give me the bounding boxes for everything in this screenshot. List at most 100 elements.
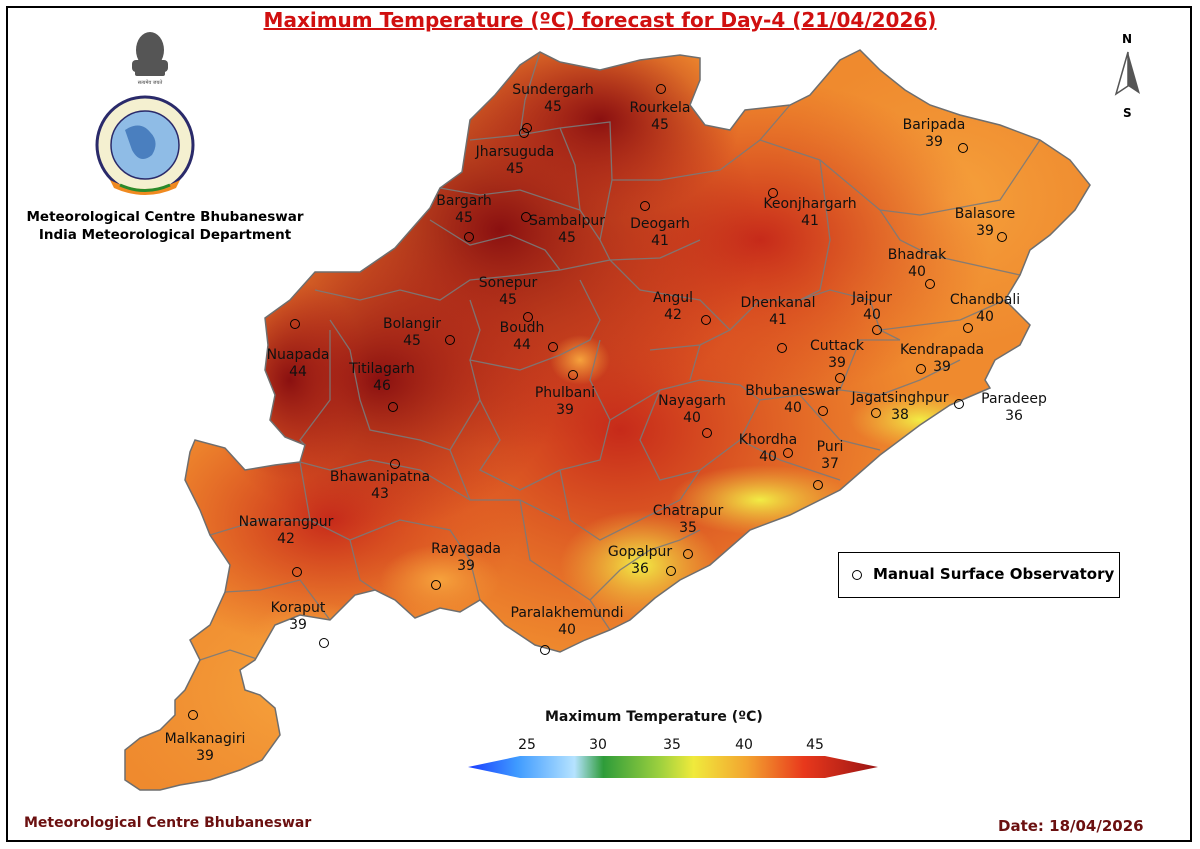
observatory-marker-icon [519, 128, 529, 138]
city-label: Deogarh 41 [630, 216, 690, 250]
city-name: Baripada [902, 117, 966, 133]
city-name: Chatrapur [652, 503, 724, 519]
observatory-marker-icon [702, 428, 712, 438]
city-name: Gopalpur [607, 544, 673, 560]
city-name: Bargarh [436, 193, 492, 209]
colorbar [468, 756, 878, 778]
org-line-1: Meteorological Centre Bhubaneswar [26, 209, 304, 225]
city-temperature: 38 [891, 407, 909, 423]
city-temperature: 39 [925, 134, 943, 150]
city-label: Chatrapur 35 [653, 503, 724, 537]
city-label: Bargarh 45 [436, 193, 492, 227]
observatory-marker-icon [701, 315, 711, 325]
city-name: Jagatsinghpur [851, 390, 949, 406]
city-temperature: 37 [821, 456, 839, 472]
city-temperature: 36 [1005, 408, 1023, 424]
observatory-marker-icon [540, 645, 550, 655]
colorbar-tick: 40 [735, 737, 753, 753]
city-temperature: 39 [556, 402, 574, 418]
observatory-marker-icon [188, 710, 198, 720]
observatory-marker-icon [813, 480, 823, 490]
city-temperature: 45 [403, 333, 421, 349]
org-line-2: India Meteorological Department [38, 227, 292, 243]
city-name: Sonepur [478, 275, 538, 291]
city-temperature: 40 [863, 307, 881, 323]
city-name: Jajpur [851, 290, 893, 306]
city-temperature: 44 [289, 364, 307, 380]
city-temperature: 40 [759, 449, 777, 465]
compass-south-label: S [1123, 106, 1132, 120]
city-temperature: 45 [455, 210, 473, 226]
city-temperature: 35 [679, 520, 697, 536]
city-name: Malkanagiri [164, 731, 246, 747]
city-label: Jajpur 40 [852, 290, 892, 324]
city-temperature: 40 [784, 400, 802, 416]
city-name: Nuapada [266, 347, 330, 363]
city-temperature: 39 [976, 223, 994, 239]
city-temperature: 42 [664, 307, 682, 323]
city-label: Khordha 40 [739, 432, 797, 466]
city-label: Paralakhemundi 40 [511, 605, 624, 639]
observatory-marker-icon [656, 84, 666, 94]
city-name: Nawarangpur [238, 514, 334, 530]
city-label: Keonjhargarh 41 [763, 196, 856, 230]
observatory-marker-icon [916, 364, 926, 374]
page-frame [6, 6, 1192, 842]
city-name: Rayagada [431, 541, 501, 557]
city-label: Bhubaneswar 40 [745, 383, 840, 417]
issue-date: Date: 18/04/2026 [998, 817, 1144, 835]
city-temperature: 45 [651, 117, 669, 133]
city-label: Angul 42 [653, 290, 693, 324]
city-label: Sambalpur 45 [529, 213, 605, 247]
colorbar-tick: 25 [518, 737, 536, 753]
city-name: Cuttack [809, 338, 865, 354]
colorbar-tick: 30 [589, 737, 607, 753]
city-label: Jharsuguda 45 [476, 144, 555, 178]
observatory-marker-icon [683, 549, 693, 559]
city-name: Chandbali [949, 292, 1021, 308]
city-label: Balasore 39 [955, 206, 1016, 240]
city-label: Puri 37 [817, 439, 844, 473]
city-label: Rayagada 39 [431, 541, 501, 575]
city-name: Dhenkanal [740, 295, 816, 311]
city-name: Angul [652, 290, 694, 306]
city-temperature: 40 [683, 410, 701, 426]
city-name: Sambalpur [529, 213, 605, 229]
observatory-marker-icon [521, 212, 531, 222]
city-label: Sonepur 45 [479, 275, 537, 309]
city-name: Boudh [499, 320, 545, 336]
colorbar-title: Maximum Temperature (ºC) [545, 709, 763, 725]
city-temperature: 45 [544, 99, 562, 115]
city-temperature: 45 [558, 230, 576, 246]
city-name: Sundergarh [512, 82, 594, 98]
city-name: Rourkela [629, 100, 691, 116]
city-label: Koraput 39 [271, 600, 326, 634]
city-label: Baripada 39 [903, 117, 966, 151]
city-label: Gopalpur 36 [608, 544, 672, 578]
city-temperature: 39 [828, 355, 846, 371]
city-temperature: 41 [801, 213, 819, 229]
observatory-marker-icon [777, 343, 787, 353]
observatory-marker-icon [835, 373, 845, 383]
city-name: Khordha [738, 432, 798, 448]
city-label: Dhenkanal 41 [741, 295, 816, 329]
city-name: Deogarh [630, 216, 690, 232]
colorbar-tick: 45 [806, 737, 824, 753]
city-temperature: 39 [457, 558, 475, 574]
city-name: Bolangir [382, 316, 442, 332]
svg-text:सत्यमेव जयते: सत्यमेव जयते [138, 79, 163, 86]
city-name: Keonjhargarh [763, 196, 857, 212]
city-label: Bhawanipatna 43 [330, 469, 430, 503]
colorbar-tick: 35 [663, 737, 681, 753]
north-arrow-icon: N S [1108, 30, 1148, 126]
observatory-marker-icon [548, 342, 558, 352]
observatory-marker-icon [568, 370, 578, 380]
city-label: Paradeep 36 [981, 391, 1047, 425]
city-temperature: 43 [371, 486, 389, 502]
compass-north-label: N [1122, 32, 1133, 46]
city-label: Titilagarh 46 [349, 361, 415, 395]
city-name: Bhawanipatna [329, 469, 431, 485]
city-name: Nayagarh [658, 393, 726, 409]
city-name: Paradeep [981, 391, 1047, 407]
